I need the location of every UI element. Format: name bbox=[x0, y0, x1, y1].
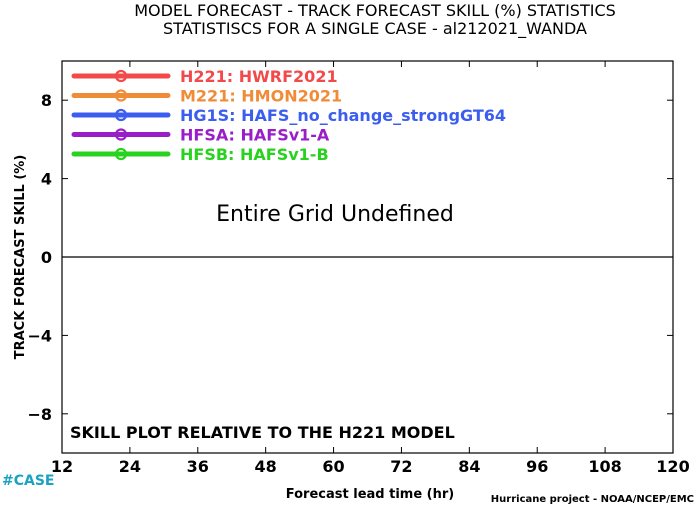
x-tick-label: 120 bbox=[656, 457, 689, 476]
x-tick-label: 36 bbox=[187, 457, 209, 476]
skill-reference-annotation: SKILL PLOT RELATIVE TO THE H221 MODEL bbox=[70, 423, 455, 442]
chart-subtitle: STATISTISCS FOR A SINGLE CASE - al212021… bbox=[163, 19, 587, 39]
x-axis-ticks: 12 24 36 48 60 72 84 96 108 120 bbox=[51, 61, 690, 476]
legend-marker-icon bbox=[114, 89, 128, 102]
y-axis-ticks: −8 −4 0 4 8 bbox=[27, 91, 673, 424]
x-axis-label: Forecast lead time (hr) bbox=[286, 487, 454, 502]
legend-entry: H221: HWRF2021 bbox=[71, 67, 338, 86]
x-tick-label: 48 bbox=[255, 457, 277, 476]
legend-label: HFSA: HAFSv1-A bbox=[180, 126, 330, 145]
legend-entry: M221: HMON2021 bbox=[71, 87, 342, 106]
x-tick-label: 84 bbox=[458, 457, 480, 476]
x-tick-label: 108 bbox=[588, 457, 621, 476]
x-tick-label: 60 bbox=[322, 457, 344, 476]
legend-entry: HFSA: HAFSv1-A bbox=[71, 126, 330, 145]
y-tick-label: −8 bbox=[27, 405, 52, 424]
y-tick-label: 8 bbox=[41, 91, 52, 110]
legend-label: M221: HMON2021 bbox=[180, 87, 342, 106]
y-tick-label: 4 bbox=[41, 170, 52, 189]
undefined-grid-annotation: Entire Grid Undefined bbox=[216, 202, 454, 227]
y-tick-label: −4 bbox=[27, 326, 52, 345]
x-tick-label: 24 bbox=[119, 457, 141, 476]
legend-marker-icon bbox=[114, 108, 128, 122]
y-axis-label: TRACK FORECAST SKILL (%) bbox=[13, 155, 28, 360]
legend-marker-icon bbox=[114, 128, 128, 141]
chart-title: MODEL FORECAST - TRACK FORECAST SKILL (%… bbox=[134, 1, 616, 20]
x-tick-label: 96 bbox=[526, 457, 548, 476]
x-tick-label: 72 bbox=[390, 457, 412, 476]
legend-marker-icon bbox=[114, 147, 128, 161]
legend-label: HFSB: HAFSv1-B bbox=[180, 145, 329, 164]
legend-label: HG1S: HAFS_no_change_strongGT64 bbox=[180, 106, 506, 125]
legend-label: H221: HWRF2021 bbox=[180, 67, 338, 86]
legend-marker-icon bbox=[114, 69, 128, 83]
y-tick-label: 0 bbox=[41, 248, 52, 267]
case-tag: #CASE bbox=[2, 473, 55, 489]
legend-entry: HG1S: HAFS_no_change_strongGT64 bbox=[71, 106, 506, 125]
x-tick-label: 12 bbox=[51, 457, 73, 476]
credit-text: Hurricane project - NOAA/NCEP/EMC bbox=[491, 494, 694, 505]
legend-entry: HFSB: HAFSv1-B bbox=[71, 145, 329, 164]
